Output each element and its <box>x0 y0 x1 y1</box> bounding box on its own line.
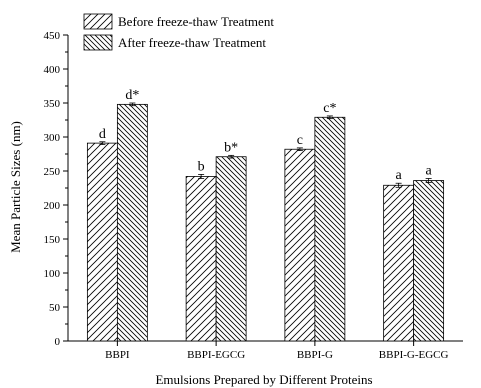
x-axis: BBPI BBPI-EGCG BBPI-G BBPI-G-EGCG <box>105 341 448 361</box>
x-tick-label: BBPI <box>105 349 130 361</box>
bar-significance-label: a <box>396 168 403 183</box>
bar-significance-label: d <box>99 127 106 142</box>
legend-label-before: Before freeze-thaw Treatment <box>118 14 274 29</box>
x-axis-title: Emulsions Prepared by Different Proteins <box>155 372 372 387</box>
y-tick-label: 0 <box>55 336 61 348</box>
bar <box>384 185 414 341</box>
bar-significance-label: b <box>198 159 205 174</box>
bar-significance-label: d* <box>125 88 139 103</box>
y-tick-label: 250 <box>44 166 61 178</box>
y-tick-label: 350 <box>44 98 61 110</box>
y-axis: 0 50 100 150 200 250 300 350 400 450 <box>44 30 69 348</box>
y-tick-label: 300 <box>44 132 61 144</box>
legend-swatch-before <box>84 14 112 29</box>
x-tick-label: BBPI-G <box>297 349 333 361</box>
bar-significance-label: a <box>426 163 433 178</box>
bar <box>117 104 147 341</box>
legend-swatch-after <box>84 35 112 50</box>
x-tick-label: BBPI-G-EGCG <box>379 349 449 361</box>
bar-significance-label: c <box>297 133 303 148</box>
bar-significance-label: b* <box>224 140 238 155</box>
bar <box>414 181 444 341</box>
bars: d d* b b* c c* a a <box>87 88 443 341</box>
bar <box>216 157 246 341</box>
bar <box>186 176 216 341</box>
legend: Before freeze-thaw Treatment After freez… <box>84 14 274 50</box>
y-tick-label: 50 <box>49 302 61 314</box>
bar <box>285 149 315 341</box>
bar <box>87 143 117 341</box>
legend-label-after: After freeze-thaw Treatment <box>118 35 266 50</box>
bar-significance-label: c* <box>323 101 336 116</box>
x-tick-label: BBPI-EGCG <box>187 349 245 361</box>
y-tick-label: 200 <box>44 200 61 212</box>
y-tick-label: 450 <box>44 30 61 42</box>
y-tick-label: 100 <box>44 268 61 280</box>
y-tick-label: 400 <box>44 64 61 76</box>
y-axis-title: Mean Particle Sizes (nm) <box>8 121 23 253</box>
y-tick-label: 150 <box>44 234 61 246</box>
bar <box>315 117 345 341</box>
